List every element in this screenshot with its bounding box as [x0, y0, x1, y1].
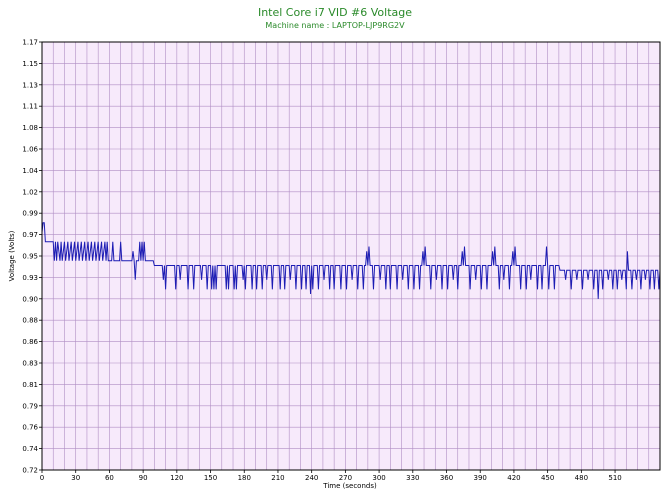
y-tick-label: 0.88 [22, 317, 38, 325]
chart-title: Intel Core i7 VID #6 Voltage [258, 6, 412, 19]
x-tick-label: 330 [406, 474, 419, 482]
y-tick-label: 0.81 [22, 381, 38, 389]
y-tick-label: 1.06 [22, 146, 38, 154]
y-tick-label: 1.15 [22, 60, 38, 68]
y-axis-label: Voltage (Volts) [8, 230, 16, 281]
x-tick-label: 420 [507, 474, 520, 482]
y-tick-label: 0.97 [22, 231, 38, 239]
grid [42, 42, 660, 470]
x-tick-label: 90 [139, 474, 148, 482]
x-tick-label: 510 [608, 474, 621, 482]
x-tick-label: 390 [474, 474, 487, 482]
x-tick-label: 240 [305, 474, 318, 482]
y-tick-label: 1.08 [22, 124, 38, 132]
y-tick-label: 0.95 [22, 253, 38, 261]
y-tick-label: 0.99 [22, 210, 38, 218]
plot-border [41, 41, 661, 471]
y-tick-label: 0.86 [22, 338, 38, 346]
y-tick-label: 0.72 [22, 467, 38, 475]
y-tick-label: 0.74 [22, 445, 38, 453]
x-tick-label: 120 [170, 474, 183, 482]
y-tick-label: 1.11 [22, 103, 38, 111]
x-tick-label: 210 [271, 474, 284, 482]
x-tick-label: 270 [339, 474, 352, 482]
x-axis-label: Time (seconds) [322, 482, 377, 490]
x-tick-label: 480 [575, 474, 588, 482]
y-tick-label: 0.76 [22, 424, 38, 432]
y-tick-label: 0.79 [22, 402, 38, 410]
chart-subtitle: Machine name : LAPTOP-LJP9RG2V [265, 21, 405, 30]
y-tick-label: 0.93 [22, 274, 38, 282]
y-tick-label: 1.13 [22, 81, 38, 89]
y-tick-label: 1.04 [22, 167, 38, 175]
x-tick-label: 30 [71, 474, 80, 482]
y-tick-label: 1.02 [22, 188, 38, 196]
x-tick-label: 150 [204, 474, 217, 482]
x-tick-label: 60 [105, 474, 114, 482]
x-tick-label: 450 [541, 474, 554, 482]
y-tick-label: 1.17 [22, 39, 38, 47]
x-tick-label: 360 [440, 474, 453, 482]
y-tick-label: 0.83 [22, 360, 38, 368]
series-line-vid6-voltage [41, 222, 661, 299]
x-tick-label: 300 [372, 474, 385, 482]
y-tick-label: 0.90 [22, 295, 38, 303]
x-tick-label: 180 [238, 474, 251, 482]
x-tick-label: 0 [40, 474, 44, 482]
axis-ticks: 1.17 1.15 1.13 1.11 1.08 1.06 1.04 1.02 0.99 0.97… [22, 39, 621, 483]
